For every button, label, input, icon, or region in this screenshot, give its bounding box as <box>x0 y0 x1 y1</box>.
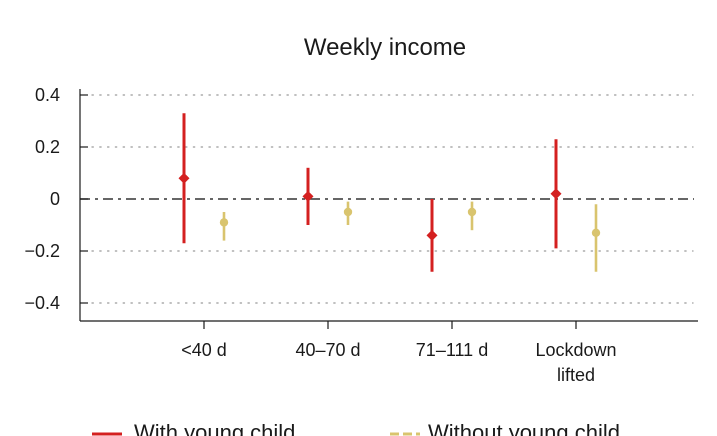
chart-title: Weekly income <box>304 34 466 61</box>
y-tick-label: 0.2 <box>35 137 60 157</box>
point-with-young-child <box>178 172 190 184</box>
point-with-young-child <box>426 229 438 241</box>
point-with-young-child <box>302 190 314 202</box>
x-tick-label: 71–111 d <box>416 340 488 360</box>
legend-label-without-young-child: Without young child <box>428 420 620 436</box>
point-without-young-child <box>219 218 229 227</box>
marks-layer <box>178 113 601 272</box>
point-with-young-child <box>550 188 562 200</box>
y-tick-label: −0.4 <box>24 293 60 313</box>
legend: With young child Without young child <box>92 420 620 436</box>
legend-label-with-young-child: With young child <box>134 420 295 436</box>
grid-layer <box>80 94 694 304</box>
point-without-young-child <box>467 207 477 217</box>
y-tick-label: 0 <box>50 189 60 209</box>
point-without-young-child <box>591 228 601 237</box>
x-tick-label: Lockdown <box>535 340 616 360</box>
x-tick-label: 40–70 d <box>295 340 360 360</box>
y-tick-label: −0.2 <box>24 241 60 261</box>
point-without-young-child <box>343 207 353 217</box>
x-tick-label: lifted <box>557 365 595 385</box>
y-tick-label: 0.4 <box>35 85 60 105</box>
axes-layer: 0.4 0.2 0 −0.2 −0.4 <40 d 40–70 d 71–111 d Lockd… <box>24 85 698 385</box>
x-tick-label: <40 d <box>181 340 227 360</box>
